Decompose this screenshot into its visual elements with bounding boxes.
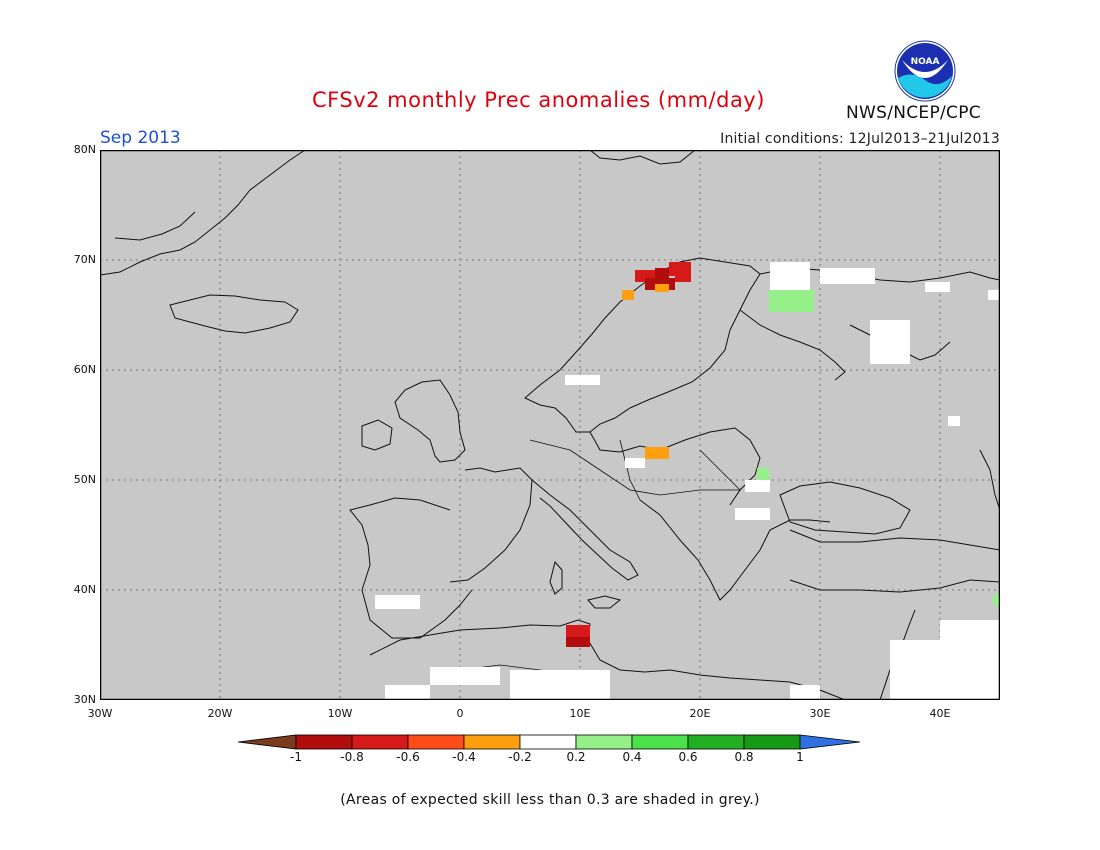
colorbar-swatch	[351, 734, 409, 750]
forecast-month: Sep 2013	[100, 128, 181, 148]
map-title: CFSv2 monthly Prec anomalies (mm/day)	[312, 88, 765, 112]
noaa-logo: NOAA	[894, 40, 956, 102]
colorbar-swatch	[295, 734, 353, 750]
colorbar-swatch	[743, 734, 801, 750]
lon-label-10w: 10W	[327, 707, 353, 720]
lon-label-20w: 20W	[207, 707, 233, 720]
coastlines	[100, 150, 1000, 700]
colorbar-low-arrow	[238, 734, 297, 750]
colorbar-label: -1	[290, 750, 302, 764]
colorbar-label: 0.4	[622, 750, 642, 764]
svg-text:NOAA: NOAA	[911, 57, 940, 67]
colorbar	[238, 734, 861, 750]
colorbar-label: -0.8	[340, 750, 364, 764]
lon-label-10e: 10E	[569, 707, 591, 720]
lon-label-40e: 40E	[929, 707, 951, 720]
colorbar-swatch	[463, 734, 521, 750]
lat-label-70n: 70N	[73, 253, 96, 266]
colorbar-label: 0.8	[734, 750, 754, 764]
lat-label-80n: 80N	[73, 143, 96, 156]
lat-label-50n: 50N	[73, 473, 96, 486]
colorbar-label: -0.4	[452, 750, 476, 764]
skill-footnote: (Areas of expected skill less than 0.3 a…	[340, 792, 760, 808]
colorbar-high-arrow	[799, 734, 861, 750]
colorbar-swatch	[631, 734, 689, 750]
lat-label-30n: 30N	[73, 693, 96, 706]
lat-label-60n: 60N	[73, 363, 96, 376]
colorbar-label: -0.6	[396, 750, 420, 764]
colorbar-label: -0.2	[508, 750, 532, 764]
colorbar-label: 0.6	[678, 750, 698, 764]
initial-conditions: Initial conditions: 12Jul2013–21Jul2013	[720, 131, 1000, 147]
colorbar-label: 1	[796, 750, 804, 764]
lon-label-20e: 20E	[689, 707, 711, 720]
map-frame	[100, 150, 1000, 700]
colorbar-swatch	[519, 734, 577, 750]
colorbar-swatch	[687, 734, 745, 750]
lon-label-30e: 30E	[809, 707, 831, 720]
anomaly-cells	[375, 262, 1000, 700]
colorbar-swatch	[407, 734, 465, 750]
precip-anomaly-map	[100, 150, 1000, 700]
map-background	[100, 150, 1000, 700]
lon-label-0: 0	[456, 707, 464, 720]
lat-label-40n: 40N	[73, 583, 96, 596]
lon-label-30w: 30W	[87, 707, 113, 720]
agency-label: NWS/NCEP/CPC	[846, 103, 981, 123]
colorbar-label: 0.2	[566, 750, 586, 764]
colorbar-swatch	[575, 734, 633, 750]
